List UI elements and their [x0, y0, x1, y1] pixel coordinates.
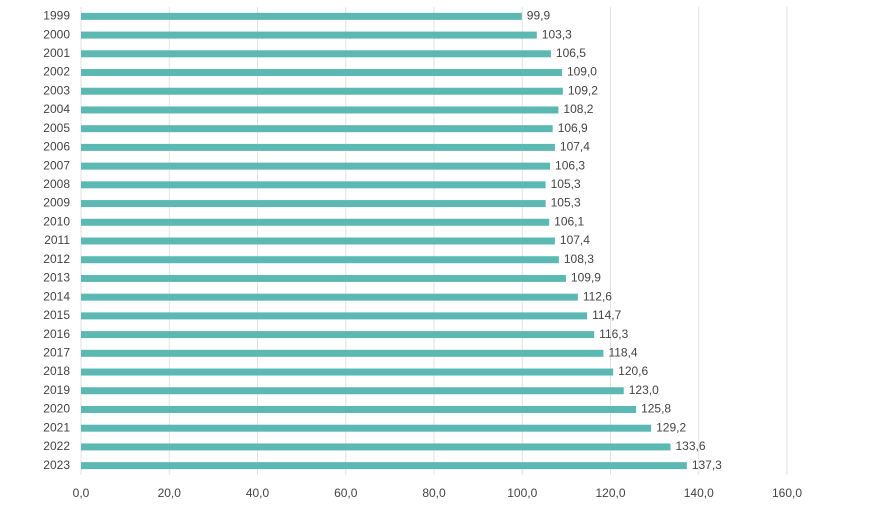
bar: [81, 106, 559, 114]
bar: [81, 200, 546, 208]
y-tick-label: 2013: [43, 271, 70, 285]
y-tick-label: 2003: [43, 83, 70, 97]
value-label: 120,6: [618, 364, 648, 378]
value-label: 108,2: [563, 102, 593, 116]
bar: [81, 293, 578, 301]
bar: [81, 31, 537, 39]
bar: [81, 443, 671, 451]
bar: [81, 462, 687, 470]
x-tick-label: 140,0: [684, 486, 714, 500]
bar: [81, 237, 555, 245]
y-tick-label: 2007: [43, 158, 70, 172]
bar: [81, 387, 624, 395]
x-tick-label: 60,0: [334, 486, 358, 500]
x-tick-label: 160,0: [772, 486, 802, 500]
x-tick-label: 0,0: [73, 486, 90, 500]
y-tick-label: 2006: [43, 140, 70, 154]
y-tick-label: 2021: [43, 420, 70, 434]
x-tick-label: 40,0: [246, 486, 270, 500]
y-tick-label: 1999: [43, 9, 70, 23]
y-tick-label: 2002: [43, 65, 70, 79]
value-label: 106,3: [555, 158, 585, 172]
bar: [81, 12, 522, 20]
bar: [81, 69, 562, 77]
bar: [81, 50, 551, 58]
x-tick-label: 120,0: [595, 486, 625, 500]
y-tick-label: 2018: [43, 364, 70, 378]
x-tick-label: 100,0: [507, 486, 537, 500]
y-tick-label: 2012: [43, 252, 70, 266]
value-label: 108,3: [564, 252, 594, 266]
bar: [81, 424, 652, 432]
value-label: 105,3: [551, 196, 581, 210]
bar: [81, 143, 555, 151]
value-label: 109,9: [571, 271, 601, 285]
value-label: 109,2: [568, 83, 598, 97]
value-label: 109,0: [567, 65, 597, 79]
value-label: 137,3: [692, 458, 722, 472]
y-tick-label: 2008: [43, 177, 70, 191]
value-label: 114,7: [592, 308, 621, 322]
y-tick-label: 2001: [43, 46, 70, 60]
bar: [81, 125, 553, 133]
value-label: 106,1: [554, 214, 584, 228]
y-tick-label: 2016: [43, 327, 70, 341]
bar: [81, 405, 637, 413]
value-label: 123,0: [629, 383, 659, 397]
value-label: 133,6: [676, 439, 706, 453]
y-tick-label: 2020: [43, 402, 70, 416]
value-label: 105,3: [551, 177, 581, 191]
x-tick-label: 80,0: [422, 486, 446, 500]
y-tick-label: 2010: [43, 214, 70, 228]
y-tick-label: 2000: [43, 27, 70, 41]
y-tick-label: 2019: [43, 383, 70, 397]
value-label: 125,8: [641, 402, 671, 416]
y-tick-label: 2015: [43, 308, 70, 322]
bar: [81, 218, 550, 226]
bar: [81, 181, 546, 189]
value-label: 118,4: [608, 345, 637, 359]
y-tick-label: 2017: [43, 345, 70, 359]
value-label: 106,9: [558, 121, 588, 135]
bar: [81, 312, 588, 320]
y-tick-label: 2005: [43, 121, 70, 135]
y-tick-label: 2011: [44, 233, 70, 247]
bar: [81, 368, 614, 376]
value-label: 106,5: [556, 46, 586, 60]
x-tick-label: 20,0: [158, 486, 182, 500]
value-label: 103,3: [542, 27, 572, 41]
value-label: 107,4: [560, 233, 590, 247]
y-tick-label: 2023: [43, 458, 70, 472]
y-tick-label: 2004: [43, 102, 70, 116]
value-label: 112,6: [583, 289, 612, 303]
bar: [81, 349, 604, 357]
value-label: 107,4: [560, 140, 590, 154]
bar: [81, 274, 566, 282]
bar: [81, 162, 551, 170]
value-label: 99,9: [527, 9, 551, 23]
bar: [81, 256, 559, 264]
y-tick-label: 2009: [43, 196, 70, 210]
value-label: 116,3: [599, 327, 628, 341]
value-label: 129,2: [656, 420, 686, 434]
bar: [81, 331, 595, 339]
bar: [81, 87, 563, 95]
y-tick-label: 2022: [43, 439, 70, 453]
y-tick-label: 2014: [43, 289, 70, 303]
